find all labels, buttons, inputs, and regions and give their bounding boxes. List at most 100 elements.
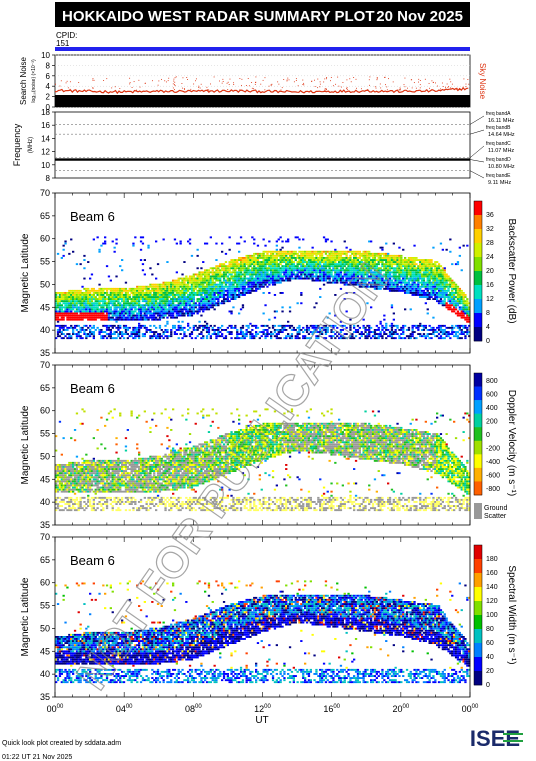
echo-cell xyxy=(56,335,60,338)
echo-cell xyxy=(224,275,228,278)
echo-cell xyxy=(183,331,186,333)
echo-cell xyxy=(75,300,79,303)
echo-cell xyxy=(239,273,243,276)
echo-cell xyxy=(262,265,265,268)
echo-cell xyxy=(371,281,375,284)
echo-cell xyxy=(56,318,60,321)
echo-cell xyxy=(175,300,178,303)
echo-cell xyxy=(258,277,261,280)
echo-cell xyxy=(385,283,388,286)
echo-cell xyxy=(388,281,392,284)
echo-cell xyxy=(347,273,350,276)
echo-cell xyxy=(249,333,252,335)
echo-cell xyxy=(147,308,150,311)
echo-cell xyxy=(192,287,195,290)
echo-cell xyxy=(188,306,192,309)
echo-cell xyxy=(238,267,241,270)
echo-cell xyxy=(83,333,86,335)
echo-cell xyxy=(107,308,111,311)
echo-cell xyxy=(102,335,105,338)
echo-cell xyxy=(456,335,460,338)
echo-cell xyxy=(70,302,73,305)
echo-cell xyxy=(247,254,250,257)
echo-cell xyxy=(255,263,258,266)
echo-cell xyxy=(251,335,254,338)
echo-cell xyxy=(217,304,220,307)
echo-cell xyxy=(209,285,212,288)
echo-cell xyxy=(226,265,229,268)
echo-cell xyxy=(58,324,62,327)
echo-cell xyxy=(266,333,269,335)
echo-cell xyxy=(368,271,371,274)
echo-cell xyxy=(266,257,269,259)
echo-cell xyxy=(156,314,160,317)
echo-cell xyxy=(87,304,90,307)
echo-cell xyxy=(343,259,346,261)
echo-cell xyxy=(177,294,180,296)
echo-cell xyxy=(181,337,184,340)
freq-band-value: 14.64 MHz xyxy=(488,132,515,138)
echo-cell xyxy=(243,273,246,276)
noise-point xyxy=(133,81,135,83)
echo-cell xyxy=(283,267,286,270)
echo-cell xyxy=(338,333,341,335)
echo-cell xyxy=(200,298,203,300)
echo-cell xyxy=(366,279,369,282)
echo-cell xyxy=(211,294,214,296)
echo-cell xyxy=(298,337,301,340)
echo-cell xyxy=(328,324,331,327)
echo-cell xyxy=(85,333,88,335)
echo-cell xyxy=(275,261,278,263)
echo-cell xyxy=(204,324,207,327)
echo-cell xyxy=(143,306,146,309)
echo-cell xyxy=(345,263,348,266)
echo-cell xyxy=(109,324,112,327)
noise-point xyxy=(451,83,453,85)
echo-cell xyxy=(294,252,297,255)
echo-cell xyxy=(251,281,254,284)
echo-cell xyxy=(413,261,416,263)
noise-point xyxy=(311,80,312,82)
echo-cell xyxy=(339,320,343,323)
echo-cell xyxy=(347,269,350,272)
echo-cell xyxy=(296,269,299,272)
echo-cell xyxy=(115,312,118,315)
echo-cell xyxy=(349,326,352,329)
echo-cell xyxy=(188,310,192,313)
echo-cell xyxy=(170,333,173,335)
echo-cell xyxy=(200,285,203,288)
echo-cell xyxy=(96,312,99,315)
echo-cell xyxy=(394,337,397,340)
echo-cell xyxy=(256,279,260,282)
latitude-tick-label: 55 xyxy=(40,257,50,267)
noise-point xyxy=(200,83,202,85)
echo-cell xyxy=(62,318,65,321)
echo-cell xyxy=(354,252,358,255)
echo-cell xyxy=(381,337,384,340)
noise-point xyxy=(441,82,443,84)
echo-cell xyxy=(281,306,284,309)
echo-cell xyxy=(117,306,120,309)
echo-cell xyxy=(75,302,79,305)
echo-cell xyxy=(153,310,156,313)
echo-cell xyxy=(145,294,148,296)
echo-cell xyxy=(219,283,222,286)
echo-cell xyxy=(281,269,284,272)
echo-cell xyxy=(219,296,222,298)
echo-cell xyxy=(392,281,395,284)
echo-cell xyxy=(300,329,303,331)
echo-cell xyxy=(228,248,231,251)
echo-cell xyxy=(66,306,69,309)
echo-cell xyxy=(66,300,69,303)
echo-cell xyxy=(200,331,203,333)
echo-cell xyxy=(102,318,105,321)
echo-cell xyxy=(185,287,188,290)
echo-cell xyxy=(200,271,203,274)
echo-cell xyxy=(215,242,218,245)
echo-cell xyxy=(219,263,222,266)
echo-cell xyxy=(111,296,114,298)
echo-cell xyxy=(258,263,261,266)
echo-cell xyxy=(264,263,267,266)
echo-cell xyxy=(121,314,124,317)
echo-cell xyxy=(190,314,194,317)
